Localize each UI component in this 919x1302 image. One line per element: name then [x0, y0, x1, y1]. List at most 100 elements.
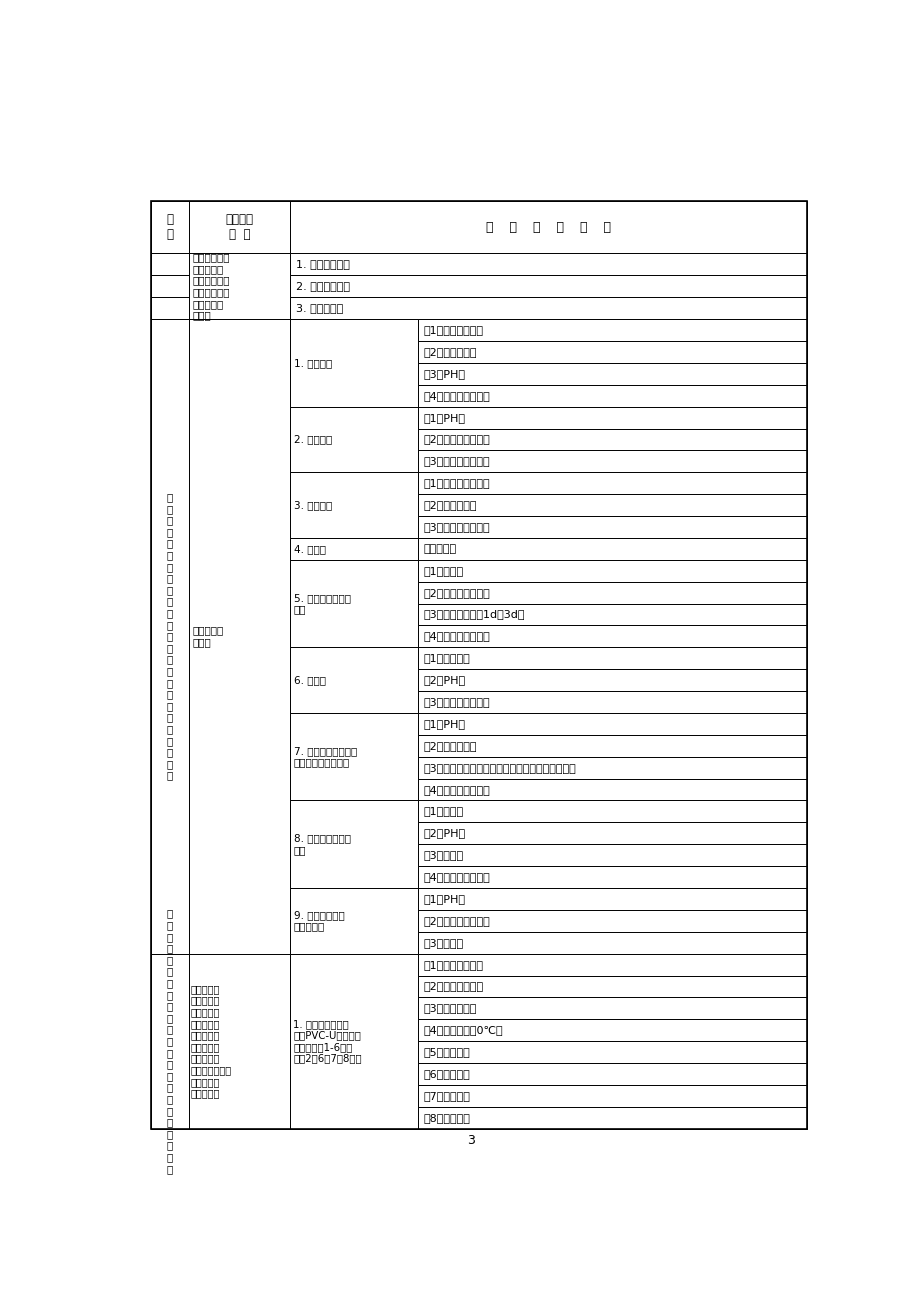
Bar	[418, 953, 806, 975]
Bar	[418, 604, 806, 625]
Bar	[290, 473, 418, 538]
Bar	[418, 734, 806, 756]
Bar	[188, 319, 290, 953]
Text: （1）PH值: （1）PH值	[424, 413, 466, 423]
Bar	[418, 516, 806, 538]
Text: 强    制    检    测    参    数: 强 制 检 测 参 数	[485, 221, 610, 234]
Text: （3）纵向回缩率: （3）纵向回缩率	[424, 1004, 477, 1013]
Bar	[418, 844, 806, 866]
Bar	[418, 495, 806, 516]
Text: 5. 早强剂及早强减
水剂: 5. 早强剂及早强减 水剂	[293, 592, 350, 615]
Bar	[418, 1085, 806, 1107]
Bar	[151, 202, 188, 254]
Bar	[418, 341, 806, 363]
Text: （2）密度（或细度）: （2）密度（或细度）	[424, 915, 490, 926]
Bar	[188, 202, 290, 254]
Bar	[290, 202, 806, 254]
Text: 3: 3	[467, 1134, 475, 1147]
Bar	[418, 647, 806, 669]
Text: （2）坍落度损失: （2）坍落度损失	[424, 346, 477, 357]
Text: （1）减水率: （1）减水率	[424, 566, 463, 575]
Bar	[151, 297, 188, 319]
Text: （2）密度（或细度）: （2）密度（或细度）	[424, 435, 490, 444]
Text: 限制膨胀率: 限制膨胀率	[424, 544, 457, 553]
Bar	[151, 275, 188, 297]
Text: （4）对钢筋锈蚀作用: （4）对钢筋锈蚀作用	[424, 631, 490, 642]
Text: （3）抗压强度比（1d、3d）: （3）抗压强度比（1d、3d）	[424, 609, 525, 620]
Bar	[418, 975, 806, 997]
Text: （4）密度（或细度）: （4）密度（或细度）	[424, 872, 490, 881]
Text: 3. 抗风压性能: 3. 抗风压性能	[296, 303, 343, 314]
Text: （1）二氯甲烷浸渍: （1）二氯甲烷浸渍	[424, 960, 483, 970]
Bar	[418, 406, 806, 428]
Bar	[290, 406, 418, 473]
Text: （7）烘箱试验: （7）烘箱试验	[424, 1091, 471, 1101]
Bar	[418, 823, 806, 844]
Text: （1）PH值: （1）PH值	[424, 719, 466, 729]
Bar	[418, 1019, 806, 1042]
Bar	[418, 473, 806, 495]
Bar	[188, 953, 290, 1129]
Text: 3. 砼防冻剂: 3. 砼防冻剂	[293, 500, 332, 510]
Bar	[290, 801, 418, 888]
Bar	[418, 363, 806, 385]
Bar	[151, 319, 188, 953]
Text: 1. 给水用硬聚氯乙
烯（PVC-U）管材、
管件（管材1-6项，
管件2、6、7、8项）: 1. 给水用硬聚氯乙 烯（PVC-U）管材、 管件（管材1-6项， 管件2、6、…	[293, 1018, 361, 1064]
Text: 1. 砼泵送剂: 1. 砼泵送剂	[293, 358, 332, 368]
Bar	[290, 647, 418, 713]
Bar	[290, 319, 418, 406]
Bar	[290, 538, 418, 560]
Text: （1）减水率: （1）减水率	[424, 806, 463, 816]
Text: （4）密度（或细度）: （4）密度（或细度）	[424, 785, 490, 794]
Text: （3）减水率（缓凝减水剂及缓凝高效减水剂应测）: （3）减水率（缓凝减水剂及缓凝高效减水剂应测）	[424, 763, 576, 772]
Bar	[418, 560, 806, 582]
Text: 检测业务
内  容: 检测业务 内 容	[225, 214, 254, 241]
Text: （5）液压试验: （5）液压试验	[424, 1047, 471, 1057]
Text: （十一）砼
外加剂: （十一）砼 外加剂	[192, 625, 223, 647]
Bar	[151, 254, 188, 275]
Text: 1. 空气渗透性能: 1. 空气渗透性能	[296, 259, 349, 270]
Text: 7. 缓凝剂、缓凝减水
剂、缓凝高效减水剂: 7. 缓凝剂、缓凝减水 剂、缓凝高效减水剂	[293, 746, 357, 768]
Bar	[418, 866, 806, 888]
Text: （1）PH值: （1）PH值	[424, 894, 466, 904]
Bar	[151, 953, 188, 1129]
Text: （2）抗压强度比: （2）抗压强度比	[424, 500, 477, 510]
Text: （3）PH值: （3）PH值	[424, 368, 466, 379]
Text: （3）对钢筋锈蚀作用: （3）对钢筋锈蚀作用	[424, 522, 490, 533]
Text: 2. 雨水渗透性能: 2. 雨水渗透性能	[296, 281, 350, 292]
Text: （4）落锤冲击（0℃）: （4）落锤冲击（0℃）	[424, 1025, 503, 1035]
Text: 8. 引气剂及引气减
水剂: 8. 引气剂及引气减 水剂	[293, 833, 350, 855]
Bar	[418, 932, 806, 953]
Text: （2）密度（或细度）: （2）密度（或细度）	[424, 587, 490, 598]
Bar	[418, 1062, 806, 1085]
Text: （3）含气量: （3）含气量	[424, 850, 463, 861]
Text: （4）密度（或细度）: （4）密度（或细度）	[424, 391, 490, 401]
Text: （3）对钢筋锈蚀作用: （3）对钢筋锈蚀作用	[424, 456, 490, 466]
Text: 项
目: 项 目	[166, 214, 173, 241]
Bar	[290, 254, 806, 275]
Text: （十）建筑外
门窗空气渗
透性能、雨水
渗透性能、抗
风压性能进
场检验: （十）建筑外 门窗空气渗 透性能、雨水 渗透性能、抗 风压性能进 场检验	[192, 253, 230, 320]
Bar	[418, 779, 806, 801]
Bar	[418, 450, 806, 473]
Bar	[418, 888, 806, 910]
Bar	[418, 319, 806, 341]
Bar	[418, 428, 806, 450]
Bar	[290, 953, 418, 1129]
Text: （2）PH值: （2）PH值	[424, 676, 466, 685]
Bar	[418, 669, 806, 691]
Text: （8）坠落试验: （8）坠落试验	[424, 1113, 471, 1122]
Bar	[290, 888, 418, 953]
Bar	[418, 625, 806, 647]
Bar	[290, 297, 806, 319]
Text: （6）连接密封: （6）连接密封	[424, 1069, 471, 1079]
Bar	[290, 560, 418, 647]
Bar	[418, 582, 806, 604]
Text: （3）减水率: （3）减水率	[424, 937, 463, 948]
Text: 4. 膨胀剂: 4. 膨胀剂	[293, 544, 325, 553]
Bar	[418, 801, 806, 823]
Text: 一
房
屋
建
筑
土
建
工
程
建
筑
材
料
、
构
配
件
进
场
见
证
取
样
检
测: 一 房 屋 建 筑 土 建 工 程 建 筑 材 料 、 构 配 件 进 场 见 …	[166, 492, 173, 781]
Text: 6. 速凝剂: 6. 速凝剂	[293, 676, 325, 685]
Text: 二
房
屋
建
筑
安
装
工
程
材
料
、
构
配
件
进
场
见
证
取
样
检
测: 二 房 屋 建 筑 安 装 工 程 材 料 、 构 配 件 进 场 见 证 取 …	[166, 909, 173, 1174]
Text: （2）砼凝结时间: （2）砼凝结时间	[424, 741, 477, 751]
Text: （一）各种
塑料给排水
管材、管件
（含铝塑、
钢塑等各种
复合管材）
的物理性能
检验（三）各种
管道连接件
密封性检验: （一）各种 塑料给排水 管材、管件 （含铝塑、 钢塑等各种 复合管材） 的物理性…	[190, 984, 232, 1099]
